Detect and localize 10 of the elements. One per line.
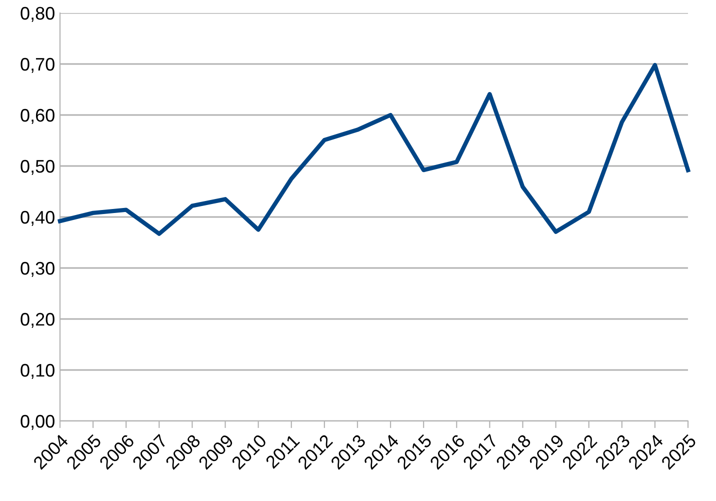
y-tick-label: 0,60 [20,108,54,124]
y-tick-label: 0,40 [20,210,54,226]
y-tick-label: 0,50 [20,160,54,175]
y-tick-label: 0,00 [20,414,54,430]
line-series [58,62,690,236]
y-tick-label: 0,80 [20,6,54,22]
y-tick-label: 0,70 [20,58,54,73]
y-tick-label: 0,20 [20,312,54,328]
y-tick-label: 0,30 [20,262,54,277]
y-tick-label: 0,10 [20,364,54,379]
